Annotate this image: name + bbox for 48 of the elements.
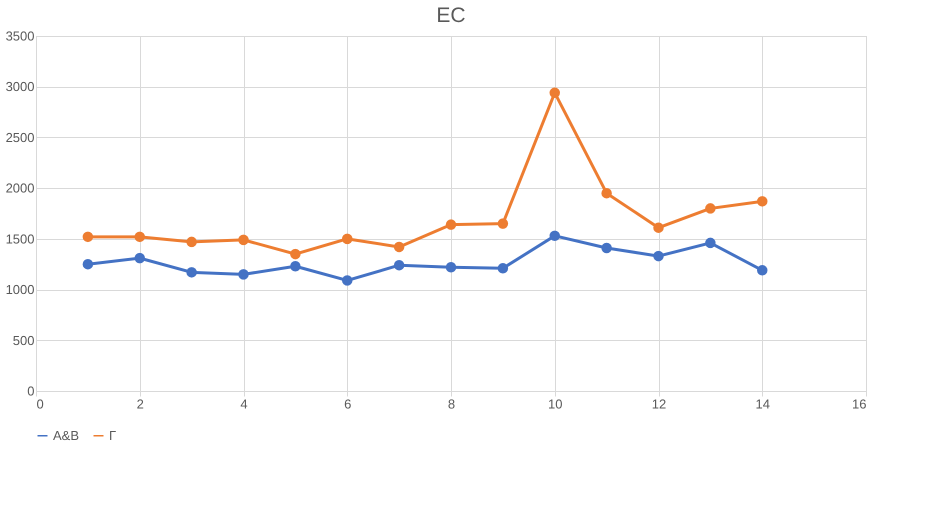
point: [82, 258, 94, 270]
y-tick-label: 3500: [6, 28, 34, 44]
x-tick-label: 4: [240, 396, 248, 412]
point: [653, 222, 664, 233]
point: [186, 267, 197, 278]
point: [601, 242, 612, 254]
chart-title: EC: [436, 4, 466, 27]
x-tick-label: 14: [756, 396, 770, 412]
y-tick-label: 0: [27, 384, 34, 398]
x-tick-label: 12: [652, 396, 666, 412]
point: [238, 269, 249, 280]
legend-label: Γ: [109, 428, 116, 443]
point: [134, 252, 145, 264]
point: [186, 236, 197, 248]
x-tick-label: 6: [344, 396, 352, 412]
y-tick-label: 2500: [6, 130, 34, 145]
point: [446, 262, 456, 272]
point: [134, 232, 145, 242]
x-tick-label: 8: [448, 396, 456, 412]
point: [601, 188, 612, 198]
y-tick-label: 500: [12, 332, 34, 348]
point: [342, 275, 352, 286]
point: [342, 234, 352, 244]
point: [550, 230, 560, 242]
y-tick-label: 2000: [6, 180, 34, 196]
y-tick-label: 3000: [6, 79, 34, 94]
x-tick-label: 2: [136, 396, 144, 412]
point: [394, 242, 404, 252]
point: [446, 219, 456, 230]
x-tick-label: 10: [548, 396, 562, 412]
point: [498, 263, 508, 274]
point: [82, 232, 94, 242]
point: [498, 218, 508, 229]
point: [705, 203, 716, 214]
point: [757, 265, 768, 276]
point: [394, 260, 404, 270]
point: [290, 261, 301, 272]
point: [290, 248, 301, 260]
y-tick-label: 1000: [6, 282, 34, 298]
point: [550, 88, 560, 98]
point: [705, 238, 716, 248]
point: [238, 234, 249, 246]
x-tick-label: 16: [852, 396, 866, 412]
point: [757, 196, 768, 207]
x-tick-label: 0: [36, 396, 44, 412]
legend-label: A&B: [53, 428, 80, 443]
y-tick-label: 1500: [6, 231, 34, 246]
point: [653, 250, 664, 262]
